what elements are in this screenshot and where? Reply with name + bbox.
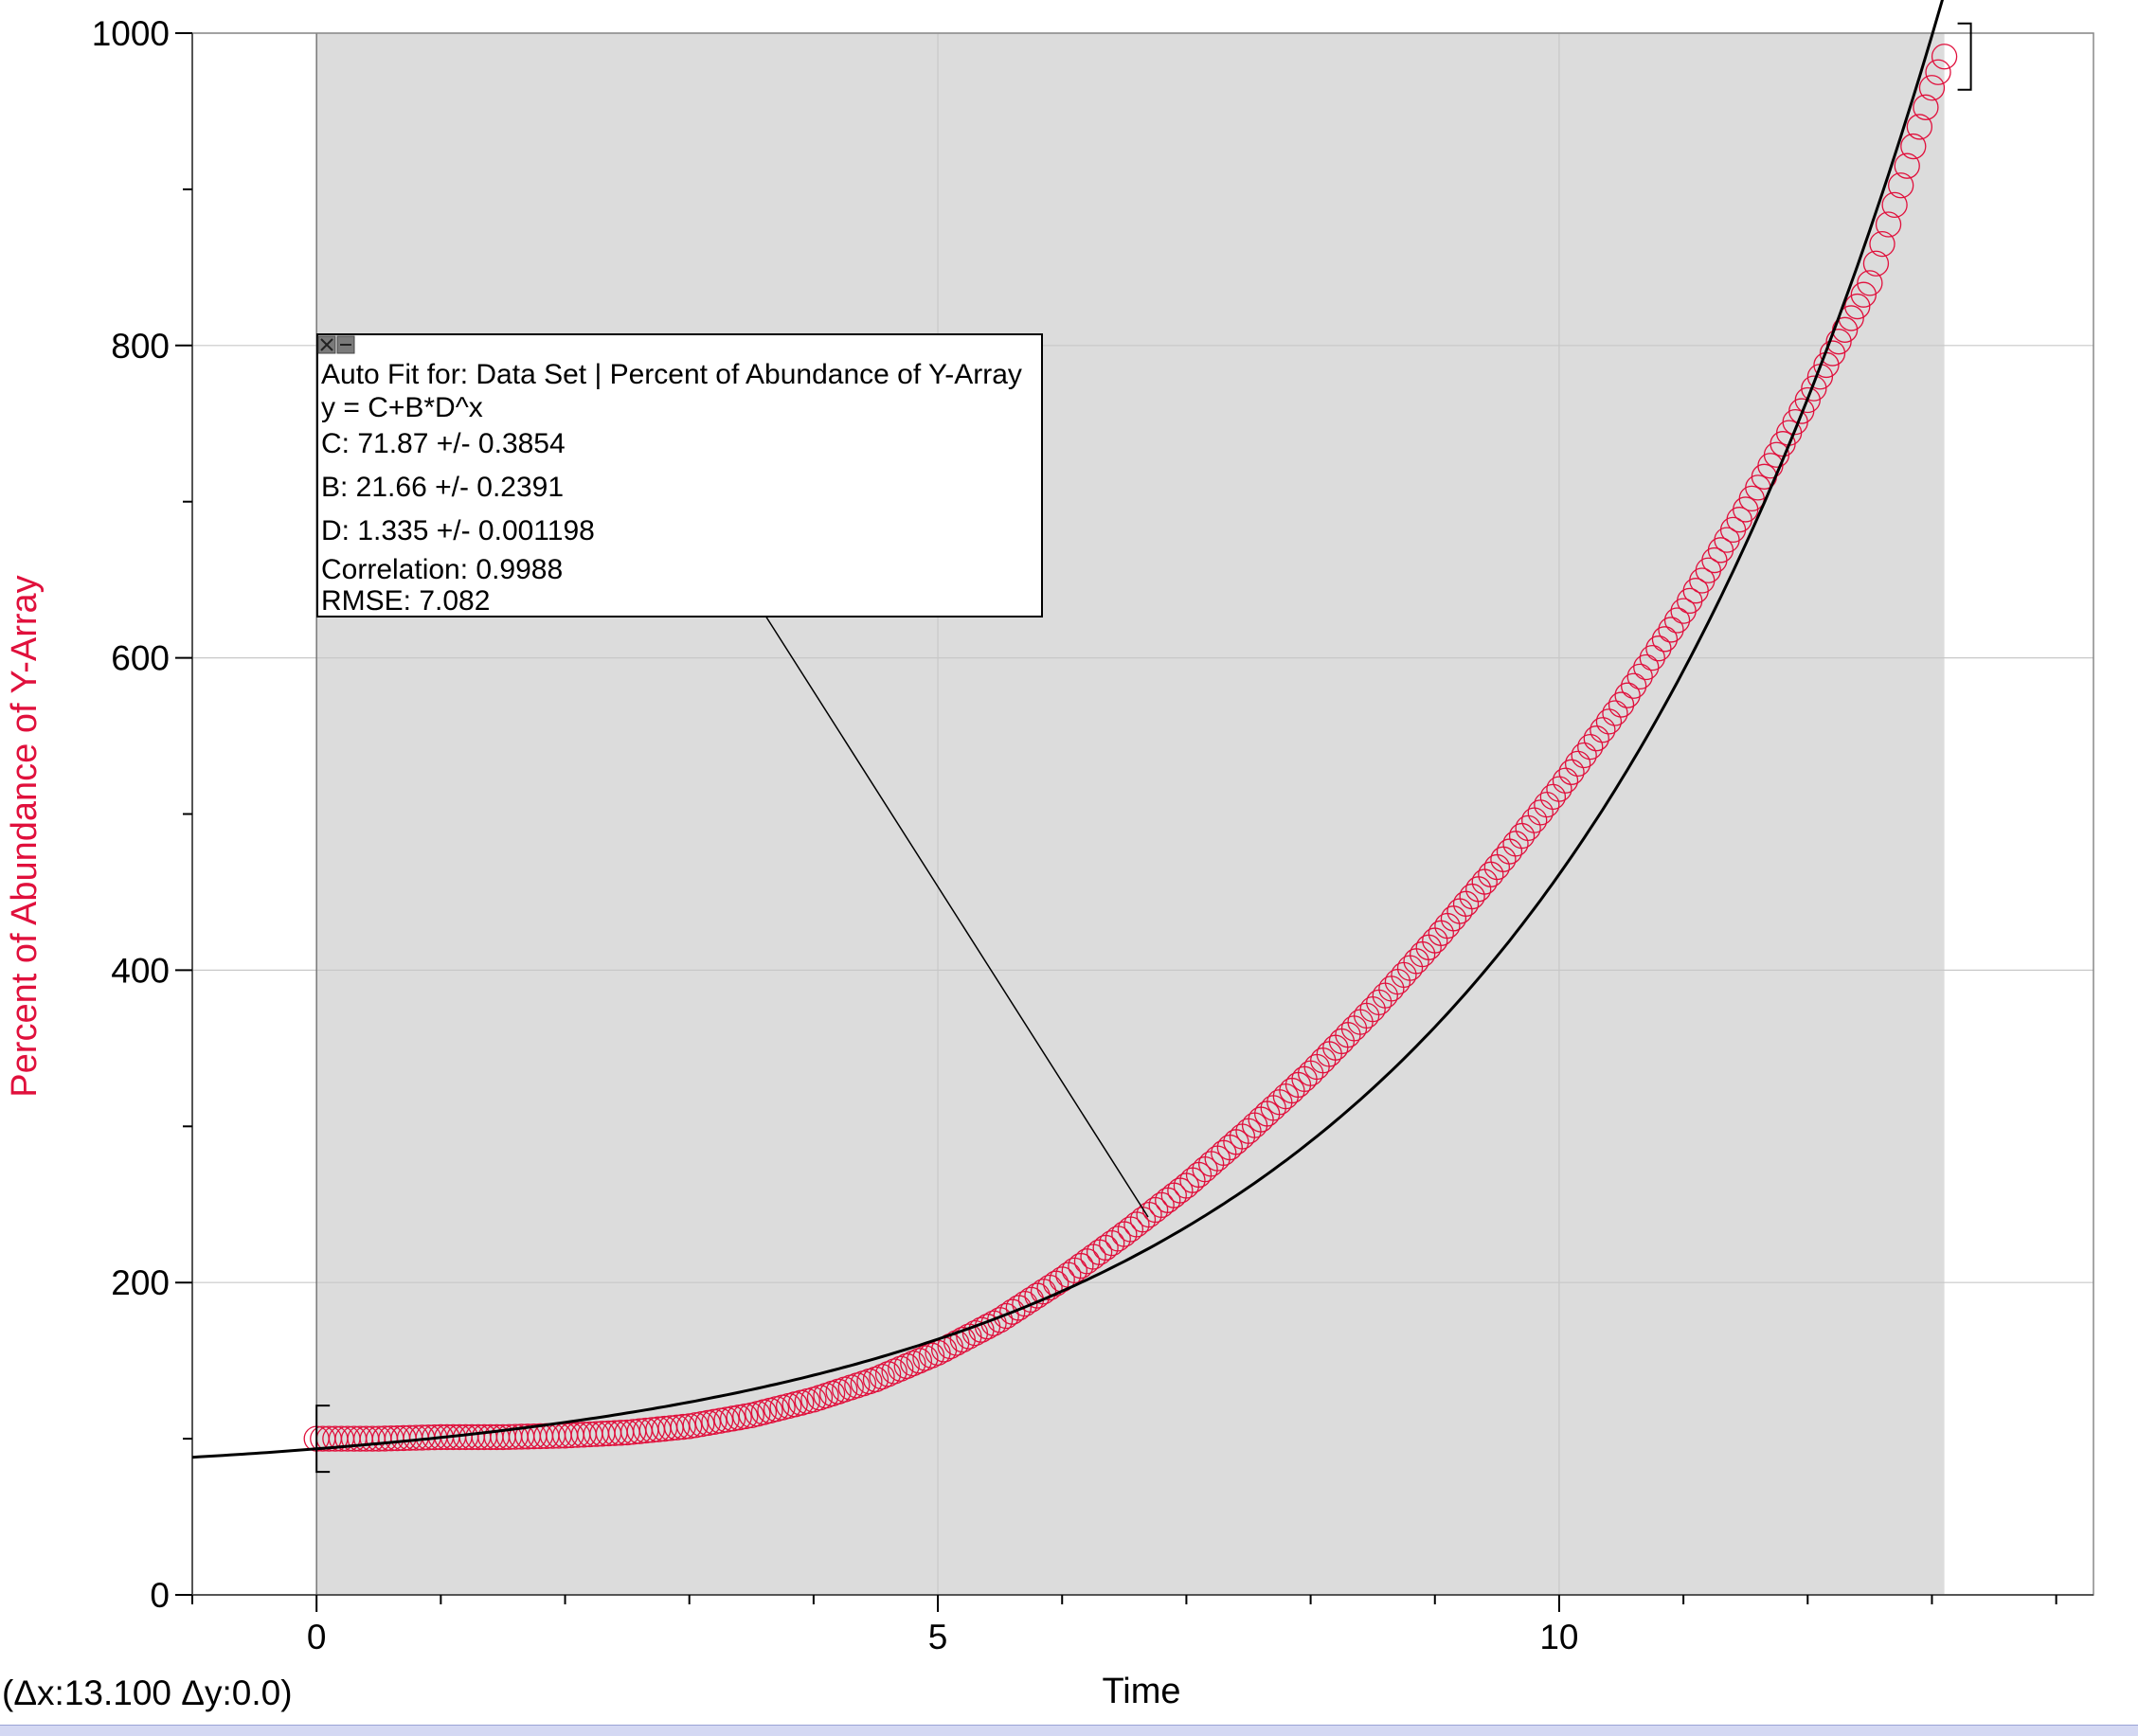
fit-title: Auto Fit for: Data Set | Percent of Abun… [321, 359, 1022, 390]
data-point [912, 1345, 939, 1371]
data-point [1539, 783, 1567, 811]
data-point [1030, 1279, 1057, 1305]
data-point [670, 1413, 696, 1441]
data-point [1651, 626, 1679, 653]
status-bar [0, 1725, 2138, 1736]
data-point [993, 1302, 1019, 1330]
y-tick-label: 200 [111, 1263, 170, 1302]
data-point [943, 1330, 970, 1356]
y-tick-label: 0 [150, 1576, 170, 1615]
data-point [1558, 759, 1585, 785]
data-point [1931, 44, 1958, 70]
data-point [1844, 293, 1871, 320]
data-point [1571, 742, 1597, 769]
y-axis: 0 200 400 600 800 1000 [92, 14, 193, 1615]
x-tick-label: 0 [307, 1618, 327, 1656]
data-point [1012, 1290, 1038, 1317]
data-point [986, 1307, 1014, 1333]
data-point [1005, 1295, 1032, 1321]
data-point [893, 1352, 920, 1380]
minimize-icon[interactable] [336, 335, 355, 354]
data-point [1595, 708, 1623, 735]
data-point [1626, 663, 1653, 690]
data-point [881, 1358, 907, 1385]
fit-rmse: RMSE: 7.082 [321, 585, 490, 617]
data-point [1614, 682, 1641, 708]
data-point [1850, 281, 1877, 308]
data-point [1906, 114, 1933, 140]
data-point [900, 1350, 926, 1377]
selection-brackets[interactable] [315, 22, 1972, 1474]
data-point [1546, 776, 1572, 802]
data-point [1925, 59, 1951, 85]
data-point [1590, 717, 1616, 743]
x-axis: 0 5 10 [191, 1594, 2093, 1656]
right-bracket[interactable] [1957, 22, 1972, 91]
data-point [999, 1298, 1026, 1325]
fit-param-c: C: 71.87 +/- 0.3854 [321, 428, 566, 459]
y-tick-label: 600 [111, 639, 170, 678]
data-point [1825, 329, 1852, 355]
data-point [862, 1366, 889, 1393]
data-point [1658, 617, 1684, 643]
x-tick-label: 5 [928, 1618, 948, 1656]
data-point [918, 1342, 945, 1369]
data-point [1888, 172, 1914, 199]
data-point [1583, 725, 1609, 752]
data-point [1639, 644, 1665, 671]
fit-annotation-box[interactable]: Auto Fit for: Data Set | Percent of Abun… [316, 333, 1043, 617]
y-tick-label: 1000 [92, 14, 170, 53]
data-point [1577, 733, 1604, 761]
delta-readout: (Δx:13.100 Δy:0.0) [2, 1673, 293, 1712]
data-point [1819, 340, 1846, 367]
y-axis-title: Percent of Abundance of Y-Array [5, 575, 45, 1097]
data-point [1043, 1270, 1069, 1297]
data-point [1869, 230, 1895, 258]
data-point [1036, 1274, 1063, 1301]
data-point [956, 1323, 982, 1350]
fit-param-b: B: 21.66 +/- 0.2391 [321, 472, 564, 503]
data-point [1918, 75, 1946, 101]
fit-leader-line [764, 615, 1149, 1218]
data-point [1602, 700, 1628, 726]
data-point [869, 1363, 895, 1390]
data-point [1900, 133, 1927, 160]
left-bracket[interactable] [315, 1405, 331, 1474]
data-point [1564, 750, 1591, 778]
data-point [1552, 767, 1579, 794]
data-point [1881, 191, 1908, 219]
x-axis-title: Time [1102, 1672, 1180, 1711]
data-point [906, 1348, 933, 1374]
data-point [1913, 94, 1939, 120]
y-tick-label: 800 [111, 327, 170, 366]
fit-curve [191, 0, 1945, 1459]
data-point [1857, 270, 1883, 296]
x-tick-label: 10 [1539, 1618, 1578, 1656]
data-point [949, 1326, 976, 1353]
data-point [1801, 375, 1827, 402]
data-point [1608, 691, 1635, 718]
data-point [1645, 635, 1672, 662]
fit-equation: y = C+B*D^x [321, 392, 483, 423]
selection-region[interactable] [316, 33, 1945, 1595]
fit-param-d: D: 1.335 +/- 0.001198 [321, 515, 595, 546]
data-point [888, 1355, 914, 1382]
data-point [1663, 607, 1691, 634]
data-point [1894, 152, 1920, 179]
data-point [1794, 386, 1821, 414]
fit-correlation: Correlation: 0.9988 [321, 554, 563, 585]
data-series [303, 44, 1958, 1452]
data-point [874, 1361, 902, 1387]
data-point [1620, 672, 1647, 699]
data-point [663, 1414, 691, 1441]
close-icon[interactable] [317, 335, 336, 354]
y-tick-label: 400 [111, 951, 170, 990]
data-point [1862, 250, 1890, 277]
data-point [1875, 211, 1902, 238]
data-point [961, 1319, 989, 1347]
data-point [1633, 653, 1660, 681]
